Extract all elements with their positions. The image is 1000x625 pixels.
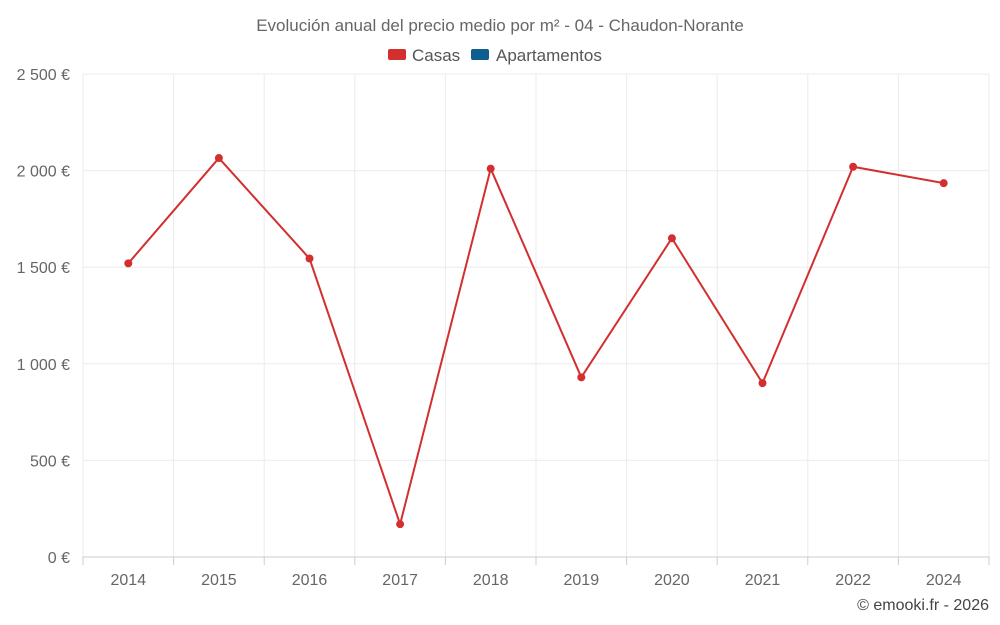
grid bbox=[82, 73, 990, 557]
legend: Casas Apartamentos bbox=[388, 46, 602, 65]
data-point-casas[interactable] bbox=[124, 259, 133, 268]
data-point-casas[interactable] bbox=[667, 234, 676, 243]
legend-swatch-casas bbox=[388, 49, 406, 60]
x-tick-label: 2022 bbox=[835, 572, 871, 589]
data-point-casas[interactable] bbox=[758, 379, 767, 388]
data-point-casas[interactable] bbox=[214, 154, 223, 163]
legend-item-apartamentos[interactable]: Apartamentos bbox=[471, 46, 602, 65]
data-point-casas[interactable] bbox=[849, 162, 858, 171]
data-point-casas[interactable] bbox=[486, 164, 495, 173]
y-tick-label: 500 € bbox=[30, 453, 70, 470]
chart-title: Evolución anual del precio medio por m² … bbox=[256, 16, 744, 35]
y-tick-label: 1 500 € bbox=[17, 260, 70, 277]
data-point-casas[interactable] bbox=[577, 373, 586, 382]
y-tick-label: 2 000 € bbox=[17, 164, 70, 181]
x-tick-label: 2020 bbox=[654, 572, 690, 589]
y-tick-label: 1 000 € bbox=[17, 357, 70, 374]
legend-item-casas[interactable]: Casas bbox=[388, 46, 460, 65]
x-tick-label: 2019 bbox=[564, 572, 600, 589]
x-tick-label: 2021 bbox=[745, 572, 781, 589]
data-point-casas[interactable] bbox=[939, 179, 948, 188]
data-point-casas[interactable] bbox=[396, 520, 405, 529]
x-tick-label: 2017 bbox=[382, 572, 418, 589]
x-tick-label: 2018 bbox=[473, 572, 509, 589]
y-tick-label: 2 500 € bbox=[17, 67, 70, 84]
legend-swatch-apartamentos bbox=[471, 49, 489, 60]
legend-label-casas: Casas bbox=[412, 46, 460, 65]
legend-label-apartamentos: Apartamentos bbox=[496, 46, 602, 65]
x-tick-label: 2024 bbox=[926, 572, 962, 589]
x-tick-label: 2016 bbox=[292, 572, 328, 589]
data-point-casas[interactable] bbox=[305, 254, 314, 263]
series-line-casas bbox=[127, 157, 944, 526]
chart-credit: © emooki.fr - 2026 bbox=[857, 597, 989, 614]
series bbox=[124, 154, 948, 529]
x-tick-label: 2014 bbox=[111, 572, 147, 589]
y-tick-label: 0 € bbox=[48, 550, 70, 567]
axes: 0 € 500 € 1 000 € 1 500 € 2 000 € 2 500 € 2014… bbox=[17, 67, 990, 589]
x-tick-label: 2015 bbox=[201, 572, 237, 589]
